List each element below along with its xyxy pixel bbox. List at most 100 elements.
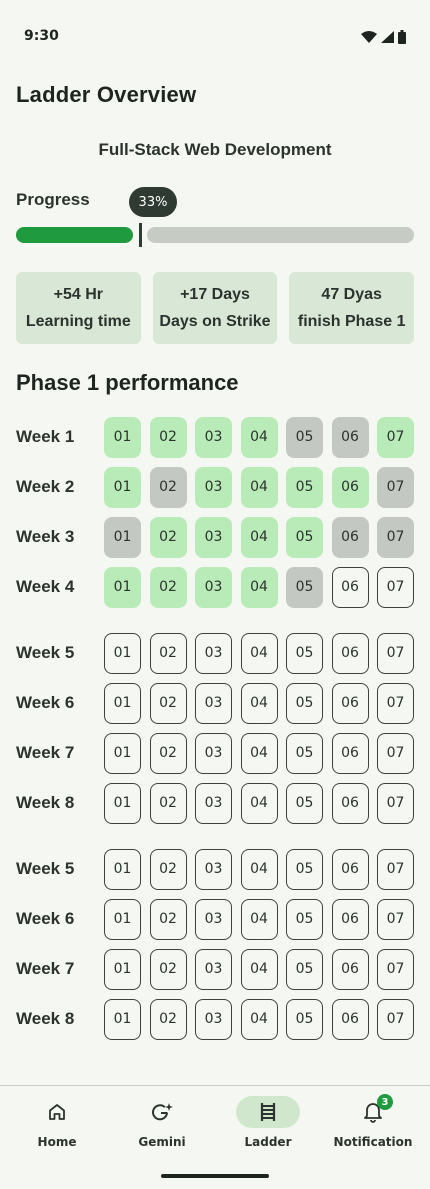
day-cell[interactable]: 07	[377, 848, 414, 890]
day-cell[interactable]: 05	[286, 682, 323, 724]
day-cell[interactable]: 07	[377, 566, 414, 608]
day-cell[interactable]: 05	[286, 782, 323, 824]
day-cell[interactable]: 06	[331, 516, 369, 558]
day-cell[interactable]: 01	[104, 898, 141, 940]
day-cell[interactable]: 03	[195, 898, 232, 940]
day-cell[interactable]: 02	[149, 948, 187, 990]
day-cell[interactable]: 01	[104, 466, 141, 508]
day-cell[interactable]: 03	[195, 632, 232, 674]
day-cell[interactable]: 06	[331, 566, 369, 608]
nav-label: Notification	[333, 1135, 413, 1149]
day-cell[interactable]: 05	[286, 898, 323, 940]
day-cell[interactable]: 04	[240, 416, 278, 458]
day-cell[interactable]: 03	[195, 516, 232, 558]
day-cell[interactable]: 01	[104, 848, 141, 890]
day-cell[interactable]: 01	[104, 416, 141, 458]
day-cell[interactable]: 07	[377, 732, 414, 774]
day-cell[interactable]: 05	[286, 732, 323, 774]
day-cell[interactable]: 01	[104, 682, 141, 724]
ladder-icon	[260, 1103, 276, 1121]
day-cell[interactable]: 02	[149, 848, 187, 890]
nav-item-notification[interactable]: 3 Notification	[323, 1094, 423, 1160]
day-cell[interactable]: 07	[377, 516, 414, 558]
nav-item-home[interactable]: Home	[7, 1096, 107, 1160]
day-cell[interactable]: 04	[240, 848, 278, 890]
day-cell[interactable]: 03	[195, 998, 232, 1040]
day-cell[interactable]: 05	[286, 516, 323, 558]
day-cell[interactable]: 02	[149, 466, 187, 508]
nav-item-ladder[interactable]: Ladder	[218, 1096, 318, 1160]
day-cell[interactable]: 03	[195, 466, 232, 508]
day-cell[interactable]: 01	[104, 566, 141, 608]
day-cell[interactable]: 01	[104, 782, 141, 824]
day-cell[interactable]: 01	[104, 998, 141, 1040]
week-label: Week 8	[16, 1009, 75, 1028]
day-cell[interactable]: 03	[195, 848, 232, 890]
day-cell[interactable]: 03	[195, 566, 232, 608]
day-cell[interactable]: 01	[104, 948, 141, 990]
day-cell[interactable]: 07	[377, 466, 414, 508]
day-cell[interactable]: 06	[331, 898, 369, 940]
day-cell[interactable]: 02	[149, 516, 187, 558]
day-cell[interactable]: 01	[104, 732, 141, 774]
day-cell[interactable]: 06	[331, 732, 369, 774]
day-cell[interactable]: 04	[240, 782, 278, 824]
page-title: Ladder Overview	[16, 82, 197, 107]
day-cell[interactable]: 02	[149, 998, 187, 1040]
day-cell[interactable]: 06	[331, 466, 369, 508]
day-cell[interactable]: 05	[286, 848, 323, 890]
day-cell[interactable]: 03	[195, 782, 232, 824]
day-cell[interactable]: 05	[286, 566, 323, 608]
day-cell[interactable]: 04	[240, 566, 278, 608]
day-cell[interactable]: 06	[331, 948, 369, 990]
day-cell[interactable]: 02	[149, 782, 187, 824]
day-cell[interactable]: 07	[377, 782, 414, 824]
day-cell[interactable]: 03	[195, 732, 232, 774]
day-cell[interactable]: 04	[240, 998, 278, 1040]
day-cell[interactable]: 04	[240, 682, 278, 724]
day-cell[interactable]: 04	[240, 948, 278, 990]
day-cell[interactable]: 03	[195, 416, 232, 458]
day-cell[interactable]: 06	[331, 782, 369, 824]
day-cell[interactable]: 02	[149, 632, 187, 674]
day-cell[interactable]: 04	[240, 632, 278, 674]
day-cell[interactable]: 03	[195, 948, 232, 990]
day-cell[interactable]: 06	[331, 848, 369, 890]
day-cell[interactable]: 03	[195, 682, 232, 724]
day-cell[interactable]: 05	[286, 416, 323, 458]
day-cell[interactable]: 06	[331, 632, 369, 674]
day-cell[interactable]: 07	[377, 682, 414, 724]
day-cell[interactable]: 04	[240, 898, 278, 940]
week-label: Week 1	[16, 427, 75, 446]
progress-fill	[16, 227, 133, 243]
day-cell[interactable]: 01	[104, 632, 141, 674]
day-cell[interactable]: 05	[286, 948, 323, 990]
day-cell[interactable]: 07	[377, 416, 414, 458]
day-cell[interactable]: 05	[286, 998, 323, 1040]
day-cell[interactable]: 06	[331, 416, 369, 458]
progress-label: Progress	[16, 190, 90, 209]
day-cell[interactable]: 07	[377, 998, 414, 1040]
nav-item-gemini[interactable]: Gemini	[112, 1096, 212, 1160]
home-indicator[interactable]	[161, 1174, 269, 1178]
day-cell[interactable]: 07	[377, 948, 414, 990]
day-cell[interactable]: 02	[149, 732, 187, 774]
day-cell[interactable]: 04	[240, 466, 278, 508]
day-cell[interactable]: 05	[286, 632, 323, 674]
day-cell[interactable]: 02	[149, 898, 187, 940]
day-cell[interactable]: 05	[286, 466, 323, 508]
day-cell[interactable]: 02	[149, 566, 187, 608]
day-cell[interactable]: 06	[331, 682, 369, 724]
day-cell[interactable]: 06	[331, 998, 369, 1040]
day-cell[interactable]: 07	[377, 898, 414, 940]
day-cell[interactable]: 04	[240, 516, 278, 558]
day-cell[interactable]: 04	[240, 732, 278, 774]
week-label: Week 3	[16, 527, 75, 546]
stat-value: 47 Dyas	[321, 285, 382, 303]
day-cell[interactable]: 01	[104, 516, 141, 558]
nav-label: Home	[37, 1135, 77, 1149]
day-cell[interactable]: 07	[377, 632, 414, 674]
day-cell[interactable]: 02	[149, 416, 187, 458]
day-cell[interactable]: 02	[149, 682, 187, 724]
week-days: 01 02 03 04 05 06 07	[104, 682, 414, 724]
